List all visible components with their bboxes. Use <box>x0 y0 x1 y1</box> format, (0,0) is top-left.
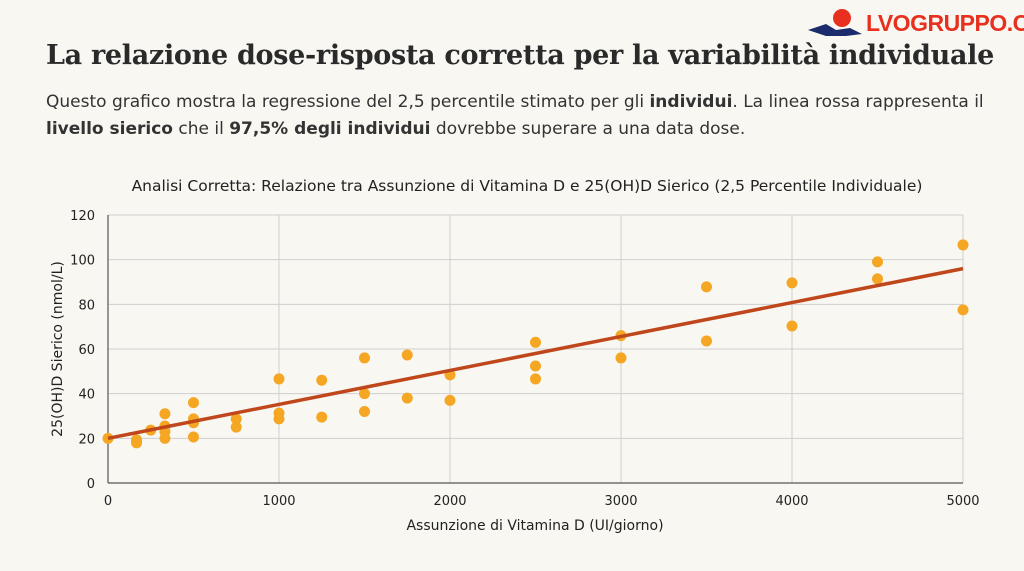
data-point <box>359 388 370 400</box>
x-tick-label: 0 <box>104 494 112 509</box>
y-tick-label: 0 <box>87 477 95 492</box>
data-point <box>159 432 171 444</box>
x-tick-label: 2000 <box>433 494 466 509</box>
data-point <box>444 394 456 406</box>
data-point <box>957 239 969 251</box>
data-point <box>530 373 541 385</box>
data-point <box>273 373 285 385</box>
x-tick-label: 4000 <box>775 494 808 509</box>
data-point <box>401 349 413 361</box>
y-tick-label: 120 <box>70 209 95 224</box>
data-point <box>359 352 370 364</box>
data-point <box>159 408 171 420</box>
x-tick-label: 1000 <box>262 494 295 509</box>
subtitle-text: dovrebbe superare a una data dose. <box>430 119 746 139</box>
logo-hand-ball-icon <box>808 9 862 36</box>
x-tick-label: 3000 <box>604 494 637 509</box>
data-point <box>188 431 199 443</box>
data-point <box>872 273 883 285</box>
data-point <box>530 360 541 372</box>
subtitle-text: . La linea rossa rappresenta il <box>732 92 984 112</box>
data-point <box>615 352 627 364</box>
subtitle-bold: individui <box>649 92 733 112</box>
data-point <box>230 413 242 425</box>
data-point <box>188 397 199 409</box>
data-point <box>786 320 798 332</box>
data-point <box>701 281 712 293</box>
page-title: La relazione dose-risposta corretta per … <box>46 40 994 71</box>
regression-line <box>107 266 964 441</box>
data-point <box>316 374 328 386</box>
subtitle-bold: 97,5% degli individui <box>229 119 431 139</box>
y-tick-label: 80 <box>78 298 95 313</box>
data-point <box>359 406 370 418</box>
data-point <box>273 413 285 425</box>
subtitle-text: Questo grafico mostra la regressione del… <box>46 92 650 112</box>
page-subtitle: Questo grafico mostra la regressione del… <box>46 89 1006 143</box>
chart-title: Analisi Corretta: Relazione tra Assunzio… <box>132 177 923 195</box>
data-point <box>701 335 712 347</box>
data-point <box>957 304 969 316</box>
data-point <box>786 277 798 289</box>
subtitle-bold: livello sierico <box>46 119 173 139</box>
y-tick-label: 100 <box>70 254 95 269</box>
x-axis-label: Assunzione di Vitamina D (UI/giorno) <box>406 518 663 534</box>
data-point <box>131 437 143 449</box>
logo-text: LVOGRUPPO.COM <box>866 9 1024 36</box>
scatter-chart: Analisi Corretta: Relazione tra Assunzio… <box>50 177 980 534</box>
y-axis-label: 25(OH)D Sierico (nmol/L) <box>50 261 66 437</box>
x-tick-label: 5000 <box>946 494 979 509</box>
data-point <box>401 392 413 404</box>
y-tick-label: 20 <box>78 432 95 447</box>
data-point <box>872 256 883 268</box>
y-tick-label: 60 <box>78 343 95 358</box>
data-point <box>316 411 328 423</box>
logo: LVOGRUPPO.COM <box>806 6 1024 40</box>
y-tick-label: 40 <box>78 388 95 403</box>
data-point <box>230 421 242 433</box>
data-point <box>530 336 541 348</box>
subtitle-text: che il <box>172 119 230 139</box>
